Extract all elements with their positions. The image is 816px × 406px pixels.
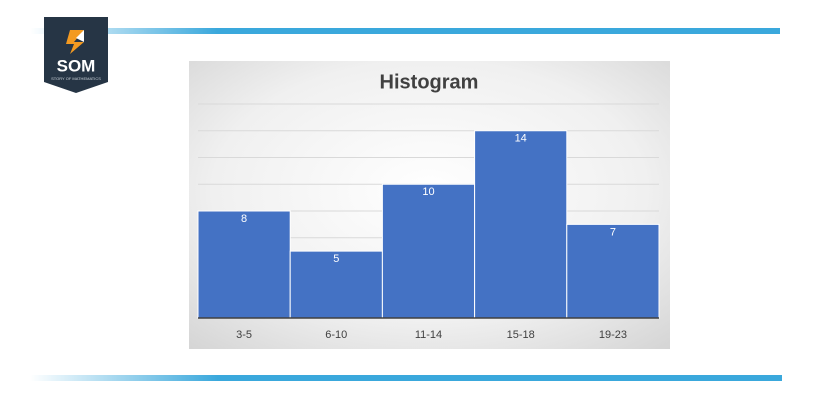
logo: SOM STORY OF MATHEMATICS bbox=[44, 17, 108, 93]
logo-tagline: STORY OF MATHEMATICS bbox=[51, 76, 101, 81]
bottom-stripe bbox=[30, 375, 782, 381]
x-tick-label: 6-10 bbox=[325, 329, 347, 341]
bar bbox=[474, 130, 568, 319]
logo-shield bbox=[44, 17, 108, 93]
x-tick-label: 19-23 bbox=[599, 329, 627, 341]
bar bbox=[566, 223, 660, 319]
x-tick-label: 11-14 bbox=[415, 329, 442, 341]
logo-text: SOM bbox=[57, 56, 96, 75]
bar bbox=[197, 210, 291, 319]
x-tick-label: 3-5 bbox=[236, 329, 252, 341]
top-stripe bbox=[30, 28, 780, 34]
data-label: 10 bbox=[422, 186, 434, 198]
data-label: 8 bbox=[241, 213, 247, 225]
data-label: 14 bbox=[515, 133, 527, 145]
bar bbox=[381, 183, 476, 319]
data-label: 7 bbox=[610, 226, 616, 238]
logo-mark-light bbox=[76, 30, 84, 42]
chart-title: Histogram bbox=[380, 71, 479, 93]
x-tick-label: 15-18 bbox=[507, 329, 535, 341]
logo-mark bbox=[66, 30, 84, 54]
data-label: 5 bbox=[333, 253, 339, 265]
